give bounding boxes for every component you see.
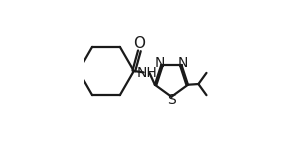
Text: N: N [155, 56, 165, 70]
Text: O: O [133, 36, 145, 51]
Text: NH: NH [136, 66, 157, 80]
Text: S: S [167, 93, 176, 107]
Text: N: N [178, 56, 188, 70]
